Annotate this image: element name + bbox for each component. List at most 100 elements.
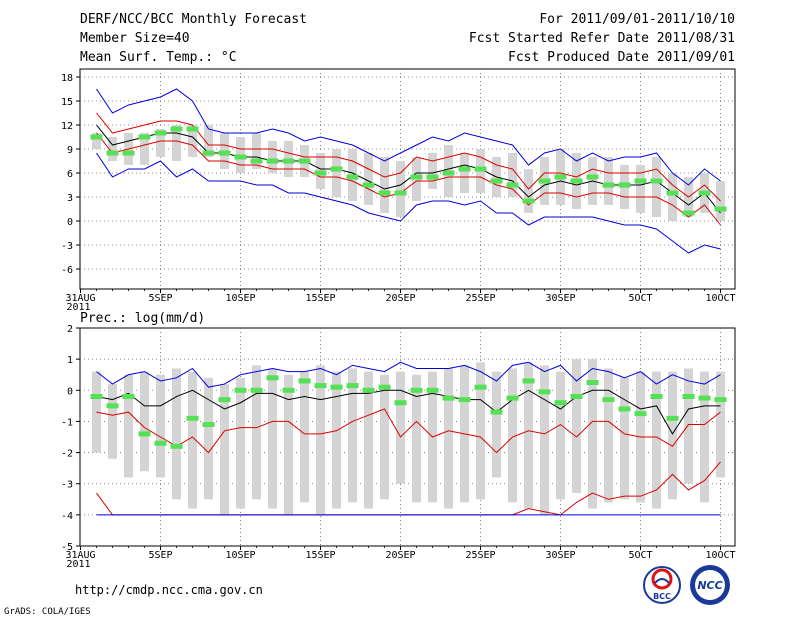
temp-spread-box [636,165,645,213]
prec-spread-box [220,384,229,515]
bcc-logo: BCC [643,566,681,604]
prec-obs-marker [538,389,551,395]
prec-spread-box [492,371,501,478]
temp-ytick-label: 18 [61,73,73,84]
prec-obs-marker [282,387,295,393]
temp-obs-marker [138,134,151,140]
temp-obs-marker [314,170,327,176]
prec-spread-box [604,368,613,503]
temp-obs-marker [122,150,135,156]
temp-ytick-label: 0 [67,217,73,228]
temp-spread-box [652,157,661,217]
temp-spread-box [108,137,117,161]
precip-label: Prec.: log(mm/d) [80,311,205,326]
prec-obs-marker [106,403,119,409]
temp-spread-box [252,133,261,169]
temp-xtick-label: 25SEP [465,293,495,304]
prec-obs-marker [506,395,519,401]
temperature-grid [80,69,735,289]
temp-xtick-label: 30SEP [545,293,575,304]
prec-spread-box [332,371,341,509]
temp-xtick-label: 15SEP [305,293,335,304]
prec-ytick-label: 0 [67,386,73,397]
temp-obs-marker [90,134,103,140]
prec-obs-marker [586,380,599,385]
temp-spread-box [268,141,277,173]
temp-spread-box [188,125,197,157]
temp-line-mean [96,124,721,214]
prec-spread-box [444,368,453,509]
temp-obs-marker [666,190,679,196]
source-url[interactable]: http://cmdp.ncc.cma.gov.cn [75,583,263,597]
prec-obs-marker [458,397,471,403]
prec-spread-box [668,371,677,500]
temp-obs-marker [298,158,311,164]
temp-obs-marker [266,158,279,164]
temp-obs-marker [682,210,695,216]
prec-spread-box [716,371,725,478]
temp-obs-marker [554,174,567,180]
prec-spread-box [188,371,197,509]
prec-spread-box [540,365,549,515]
prec-xtick-label: 20SEP [385,550,415,561]
temp-obs-marker [442,170,455,176]
prec-obs-marker [602,397,615,403]
temp-obs-marker [618,182,631,188]
temp-spread-box [396,161,405,217]
prec-spread-box [140,371,149,472]
temp-spread-box [668,173,677,221]
temp-obs-marker [602,182,615,188]
prec-obs-marker [138,431,151,437]
temp-obs-marker [154,130,167,136]
precipitation-observed [90,375,727,449]
prec-xtick-label: 5OCT [628,550,652,561]
temp-obs-marker [282,158,295,164]
temp-obs-marker [538,178,551,184]
prec-line-upper [96,389,721,435]
temp-obs-marker [378,190,391,196]
prec-spread-box [364,371,373,509]
prec-ytick-label: -5 [61,542,73,553]
prec-xtick-label: 10OCT [705,550,735,561]
prec-obs-marker [474,384,487,390]
prec-spread-box [652,371,661,509]
temp-spread-box [172,125,181,161]
refer-date: Fcst Started Refer Date 2011/08/31 [469,31,735,46]
temp-ytick-label: 9 [67,145,73,156]
prec-obs-marker [698,395,711,401]
temp-spread-box [380,157,389,213]
prec-spread-box [572,359,581,494]
temp-obs-marker [570,178,583,184]
temp-obs-marker [170,126,183,132]
prec-obs-marker [250,387,263,393]
prec-obs-marker [394,400,407,406]
prec-line-max [96,361,721,388]
prec-spread-box [108,384,117,459]
prec-obs-marker [298,378,311,384]
prec-ytick-label: -2 [61,449,73,460]
temp-xtick-label: 10SEP [225,293,255,304]
prec-spread-box [236,377,245,509]
temp-ytick-label: 6 [67,169,73,180]
temp-obs-marker [522,198,535,204]
prec-xtick-label: 10SEP [225,550,255,561]
temp-xtick-label: 5SEP [148,293,172,304]
temp-spread-box [156,129,165,157]
prec-obs-marker [266,375,279,381]
temperature-observed [90,126,727,216]
temp-obs-marker [426,174,439,180]
prec-ytick-label: -4 [61,511,73,522]
prec-obs-marker [362,387,375,393]
prec-ytick-label: -1 [61,417,73,428]
prec-obs-marker [154,440,167,446]
temp-obs-marker [202,150,215,156]
prec-spread-box [348,368,357,503]
temp-ytick-label: -6 [61,265,73,276]
prec-obs-marker [426,387,439,393]
temp-spread-box [364,153,373,205]
temp-xtick-label: 31AUG [65,293,95,304]
temp-obs-marker [186,126,199,132]
prec-xtick-label: 25SEP [465,550,495,561]
prec-obs-marker [170,443,183,449]
